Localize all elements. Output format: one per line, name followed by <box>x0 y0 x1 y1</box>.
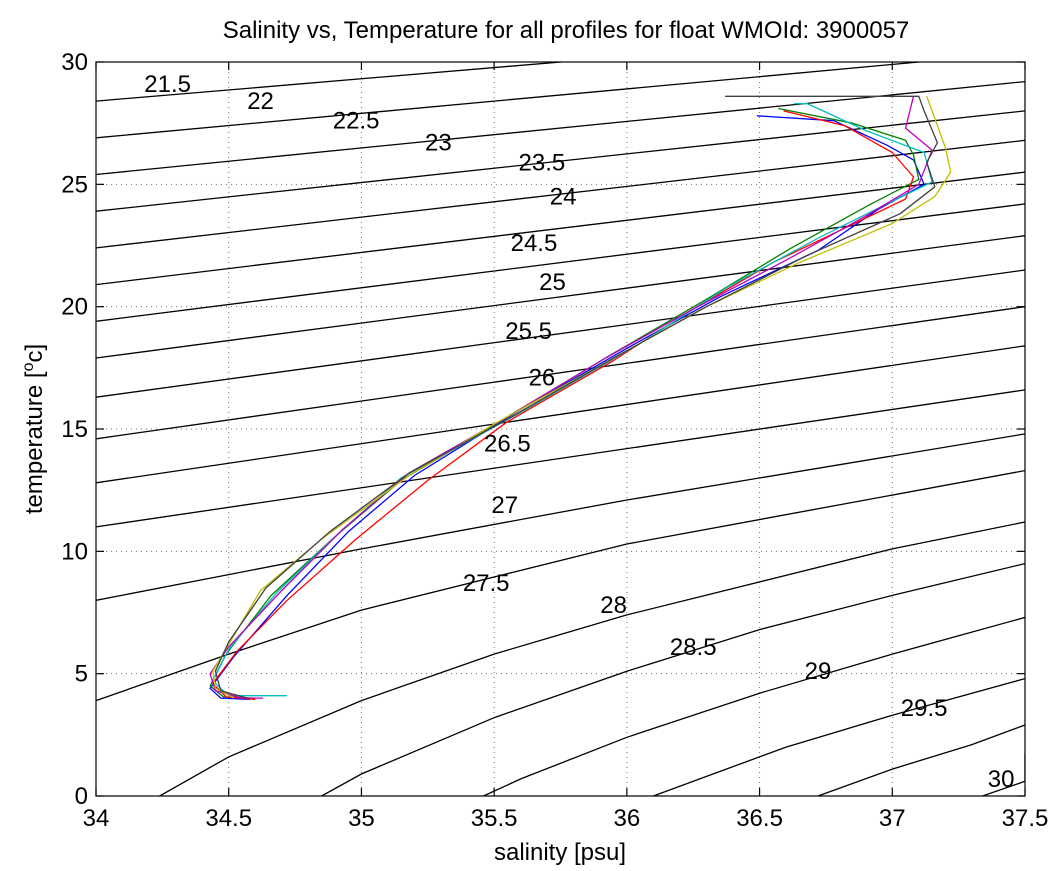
tick-layer: 34 34.5 35 35.5 36 36.5 37 37.5 0 5 10 15 20 25 30 <box>61 49 1048 832</box>
x-tick-label: 37.5 <box>1002 805 1049 832</box>
y-tick-label: 30 <box>61 49 88 76</box>
density-contour-label: 26 <box>529 365 556 392</box>
profile-line <box>214 95 939 699</box>
series-layer <box>209 95 952 701</box>
chart-title: Salinity vs, Temperature for all profile… <box>223 17 910 44</box>
density-contour-line <box>96 433 1025 601</box>
density-contour-label: 29.5 <box>901 695 948 722</box>
density-contour-line <box>96 269 1025 398</box>
density-contour-label: 29 <box>805 658 832 685</box>
profile-line <box>209 115 925 701</box>
density-contour-line <box>96 62 569 102</box>
density-contour-line <box>96 203 1025 322</box>
density-contour-line <box>96 110 1025 212</box>
y-axis-label: temperature [oc] <box>20 344 48 514</box>
y-tick-label: 25 <box>61 171 88 198</box>
profile-line <box>212 110 915 701</box>
density-contour-line <box>96 389 1025 528</box>
density-contour-label: 21.5 <box>144 71 191 98</box>
profile-group <box>209 95 952 701</box>
density-contour-label: 28 <box>600 592 627 619</box>
density-contour-line <box>159 521 1025 796</box>
density-contour-line <box>96 345 1025 484</box>
density-contour-label: 27 <box>491 492 518 519</box>
x-tick-label: 37 <box>879 805 906 832</box>
density-contour-label: 22.5 <box>333 108 380 135</box>
y-tick-label: 15 <box>61 416 88 443</box>
density-contour-line <box>653 677 1025 796</box>
density-contour-line <box>96 80 1025 176</box>
density-contour-line <box>96 306 1025 440</box>
density-contour-line <box>96 235 1025 359</box>
density-contour-line <box>982 753 1025 796</box>
y-tick-label: 5 <box>75 661 88 688</box>
contour-layer <box>96 62 1025 796</box>
density-contour-label: 25.5 <box>505 318 552 345</box>
contour-label-layer: 21.5 22 22.5 23 23.5 24 24.5 25 25.5 26 26.5 27 27.5… <box>144 71 1014 793</box>
density-contour-line <box>817 724 1025 796</box>
density-contour-label: 23 <box>425 130 452 157</box>
x-tick-label: 34.5 <box>205 805 252 832</box>
density-contour-label: 30 <box>988 766 1015 793</box>
density-contour-line <box>321 562 1025 796</box>
y-tick-label: 20 <box>61 294 88 321</box>
density-contour-line <box>96 62 926 139</box>
density-contour-line <box>96 171 1025 286</box>
x-axis-label: salinity [psu] <box>494 839 626 866</box>
y-tick-label: 0 <box>75 783 88 810</box>
density-contour-label: 27.5 <box>463 570 510 597</box>
x-tick-label: 35.5 <box>471 805 518 832</box>
density-contour-label: 28.5 <box>670 634 717 661</box>
density-contour-line <box>96 139 1025 249</box>
x-tick-label: 36 <box>614 805 641 832</box>
density-contour-label: 25 <box>539 269 566 296</box>
density-contour-label: 23.5 <box>519 149 566 176</box>
density-contour-label: 24.5 <box>511 230 558 257</box>
x-tick-label: 34 <box>83 805 110 832</box>
density-contour-line <box>96 469 1025 702</box>
profile-line <box>212 96 952 699</box>
density-contour-label: 24 <box>550 184 577 211</box>
x-tick-label: 35 <box>348 805 375 832</box>
contour-group <box>96 62 1025 796</box>
density-contour-label: 22 <box>247 88 274 115</box>
density-contour-line <box>483 616 1025 796</box>
density-contour-label: 26.5 <box>484 431 531 458</box>
y-tick-label: 10 <box>61 538 88 565</box>
x-tick-label: 36.5 <box>736 805 783 832</box>
